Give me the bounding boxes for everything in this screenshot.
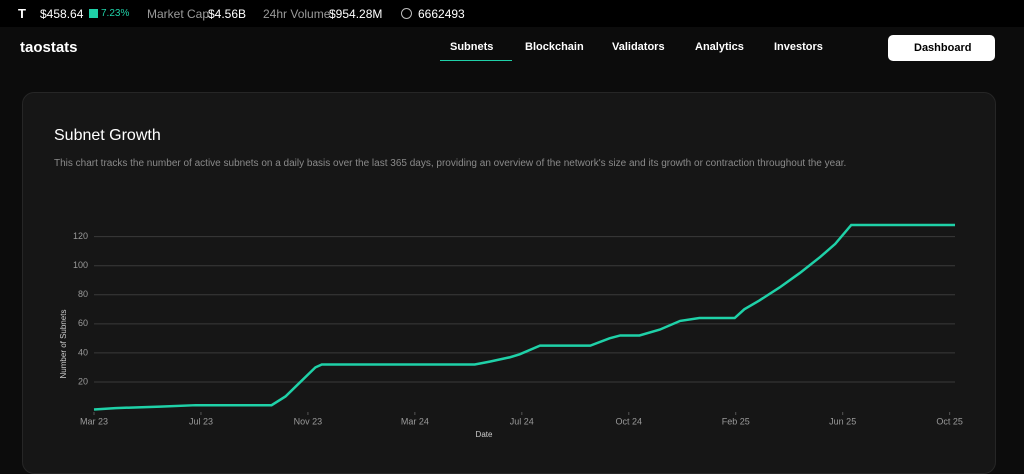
dashboard-label: Dashboard: [914, 42, 972, 54]
block-icon: [401, 8, 412, 19]
y-axis-label: Number of Subnets: [59, 310, 68, 379]
price: $458.64: [40, 7, 84, 21]
volume: $954.28M: [329, 7, 383, 21]
change-icon: [89, 9, 98, 18]
change: 7.23%: [101, 8, 130, 19]
x-tick-label: Jun 25: [829, 416, 856, 426]
x-tick-label: Jul 24: [510, 416, 534, 426]
x-tick-label: Jul 23: [189, 416, 213, 426]
x-tick-label: Mar 23: [80, 416, 108, 426]
chart-card: Subnet Growth This chart tracks the numb…: [22, 92, 996, 474]
dashboard-button[interactable]: Dashboard: [888, 35, 995, 61]
volume-label: 24hr Volume: [263, 7, 331, 21]
chart: Number of Subnets Date 20 40 60 80 100 120 Mar…: [59, 223, 963, 439]
nav-item[interactable]: Validators: [612, 41, 665, 53]
navbar: taostats Subnets Blockchain Validators A…: [0, 27, 1016, 71]
block: 6662493: [418, 7, 465, 21]
nav-item[interactable]: Analytics: [695, 41, 744, 53]
nav-item[interactable]: Investors: [774, 41, 823, 53]
active-underline: [440, 60, 512, 61]
logo[interactable]: taostats: [20, 39, 78, 56]
x-tick-label: Nov 23: [294, 416, 323, 426]
market-cap-label: Market Cap: [147, 7, 210, 21]
y-tick-label: 60: [78, 318, 88, 328]
market-cap: $4.56B: [208, 7, 247, 21]
chart-subtitle: This chart tracks the number of active s…: [54, 158, 847, 169]
y-tick-label: 80: [78, 289, 88, 299]
x-tick-label: Oct 24: [616, 416, 643, 426]
chart-title: Subnet Growth: [54, 127, 161, 144]
symbol: T: [18, 6, 26, 21]
x-tick-label: Feb 25: [722, 416, 750, 426]
ticker-bar: T $458.64 7.23% Market Cap $4.56B 24hr V…: [0, 0, 1024, 27]
y-tick-label: 40: [78, 347, 88, 357]
x-tick-label: Oct 25: [936, 416, 963, 426]
y-tick-label: 120: [73, 231, 88, 241]
y-tick-label: 20: [78, 376, 88, 386]
x-axis-label: Date: [476, 430, 493, 439]
y-tick-label: 100: [73, 260, 88, 270]
data-line: [93, 223, 955, 411]
x-tick-label: Mar 24: [401, 416, 429, 426]
nav-item[interactable]: Subnets: [450, 41, 494, 53]
nav-item[interactable]: Blockchain: [525, 41, 584, 53]
